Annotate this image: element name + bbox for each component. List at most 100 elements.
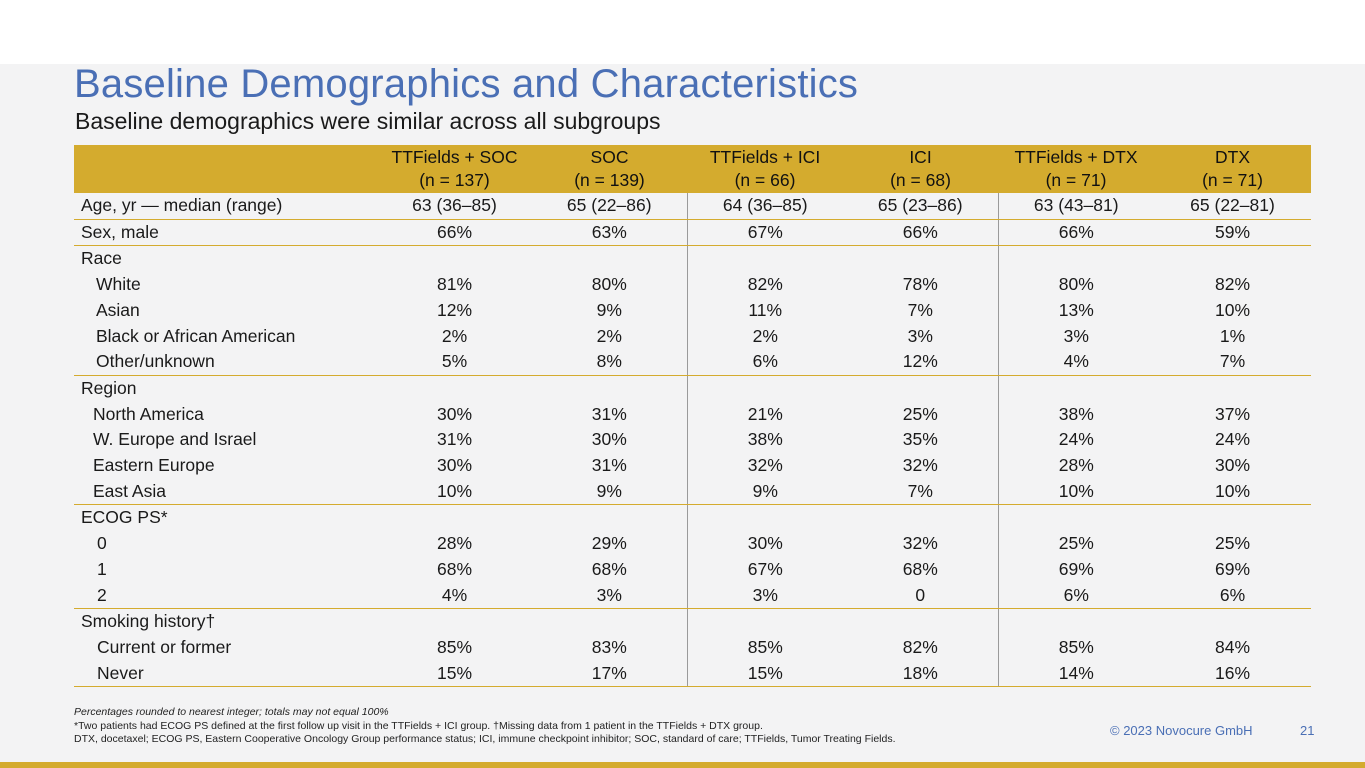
table-cell: 12%: [843, 349, 998, 376]
row-label: Asian: [96, 299, 140, 320]
table-cell: 29%: [591, 533, 627, 554]
table-cell: 3%: [907, 325, 933, 346]
table-cell: 6%: [997, 582, 1154, 610]
column-header: ICI (n = 68): [843, 145, 998, 193]
slide-subtitle: Baseline demographics were similar acros…: [75, 108, 661, 134]
footnotes: Percentages rounded to nearest integer; …: [74, 706, 896, 747]
table-cell: 8%: [532, 349, 687, 376]
table-cell: 3%: [686, 582, 843, 610]
table-row: Eastern Europe 30% 31% 32% 32% 28% 30%: [74, 453, 1311, 479]
table-cell: 3%: [997, 323, 1154, 350]
table-cell: 84%: [1214, 636, 1251, 657]
table-cell: 67%: [686, 219, 843, 247]
table-cell: 32%: [902, 455, 938, 476]
table-cell: 31%: [436, 429, 473, 450]
table-cell: 65 (22–86): [532, 193, 687, 220]
column-header: DTX (n = 71): [1154, 145, 1311, 193]
table-cell: 2%: [686, 323, 843, 350]
table-cell: 6%: [686, 349, 843, 376]
table-cell: 17%: [532, 660, 687, 688]
table-cell: 78%: [902, 274, 938, 295]
row-label: East Asia: [74, 478, 377, 506]
table-cell: 31%: [591, 403, 627, 424]
table-cell: 16%: [1154, 660, 1311, 688]
table-row: Smoking history†: [74, 608, 1311, 635]
table-cell: 80%: [997, 272, 1154, 298]
table-cell: 25%: [902, 403, 938, 424]
table-cell: 18%: [843, 660, 998, 688]
table-cell: 31%: [591, 455, 627, 476]
footnote-missing-data: *Two patients had ECOG PS defined at the…: [74, 719, 763, 732]
table-cell: 63%: [532, 219, 687, 247]
table-cell: 10%: [1154, 478, 1311, 506]
table-cell: 85%: [686, 634, 843, 661]
column-header: TTFields + DTX (n = 71): [998, 145, 1154, 193]
table-cell: 30%: [436, 403, 473, 424]
row-label: Never: [74, 660, 377, 688]
table-cell: 82%: [686, 272, 843, 298]
table-cell: 81%: [436, 274, 473, 295]
table-cell: 21%: [686, 401, 843, 428]
bottom-accent-bar: [0, 762, 1365, 768]
table-cell: 24%: [1214, 429, 1251, 450]
table-row: Black or African American 2% 2% 2% 3% 3%…: [74, 323, 1311, 350]
column-header: TTFields + SOC (n = 137): [377, 145, 532, 193]
table-cell: 13%: [997, 297, 1154, 324]
table-cell: 64 (36–85): [686, 193, 843, 220]
table-cell: 11%: [686, 297, 843, 324]
table-cell: 66%: [997, 219, 1154, 247]
copyright: © 2023 Novocure GmbH: [1110, 723, 1253, 738]
group-label: Race: [81, 248, 122, 269]
table-cell: 65 (22–81): [1154, 193, 1311, 220]
table-row: 1 68% 68% 67% 68% 69% 69%: [74, 556, 1311, 583]
page-number: 21: [1300, 723, 1315, 738]
table-row: Other/unknown 5% 8% 6% 12% 4% 7%: [74, 349, 1311, 376]
table-cell: 30%: [436, 455, 473, 476]
table-cell: 28%: [436, 533, 473, 554]
table-cell: 1%: [1219, 325, 1246, 346]
demographics-table: TTFields + SOC (n = 137) SOC (n = 139) TTF…: [74, 145, 1311, 688]
row-label: Age, yr — median (range): [74, 193, 377, 220]
table-cell: 63 (36–85): [377, 193, 532, 220]
table-cell: 37%: [1214, 403, 1251, 424]
table-row: North America 30% 31% 21% 25% 38% 37%: [74, 401, 1311, 428]
footnote-rounding: Percentages rounded to nearest integer; …: [74, 706, 389, 718]
row-label: 0: [97, 533, 107, 554]
table-cell: 83%: [591, 636, 627, 657]
table-cell: 30%: [686, 531, 843, 557]
table-cell: 25%: [1214, 533, 1251, 554]
table-row: Asian 12% 9% 11% 7% 13% 10%: [74, 297, 1311, 324]
table-cell: 2%: [441, 325, 468, 346]
table-row: W. Europe and Israel 31% 30% 38% 35% 24%…: [74, 427, 1311, 454]
row-label: North America: [93, 403, 204, 424]
table-row: Current or former 85% 83% 85% 82% 85% 84…: [74, 634, 1311, 661]
table-cell: 25%: [997, 531, 1154, 557]
group-label: Smoking history†: [81, 611, 216, 632]
column-header: TTFields + ICI (n = 66): [687, 145, 843, 193]
table-row: Age, yr — median (range) 63 (36–85) 65 (…: [74, 193, 1311, 220]
table-cell: 4%: [997, 349, 1154, 376]
table-row: 0 28% 29% 30% 32% 25% 25%: [74, 531, 1311, 557]
table-header-row: TTFields + SOC (n = 137) SOC (n = 139) TTF…: [74, 145, 1311, 193]
table-cell: 5%: [377, 349, 532, 376]
table-cell: 32%: [686, 453, 843, 479]
table-cell: 15%: [686, 660, 843, 688]
table-cell: 66%: [843, 219, 998, 247]
table-cell: 9%: [532, 478, 687, 506]
table-cell: 69%: [1214, 558, 1251, 579]
table-cell: 24%: [997, 427, 1154, 454]
table-row: Never 15% 17% 15% 18% 14% 16%: [74, 660, 1311, 688]
table-cell: 6%: [1154, 582, 1311, 610]
table-cell: 68%: [591, 558, 627, 579]
row-label: W. Europe and Israel: [93, 429, 257, 450]
table-cell: 14%: [997, 660, 1154, 688]
table-cell: 2%: [596, 325, 622, 346]
row-label: 1: [97, 558, 107, 579]
row-label: Sex, male: [74, 219, 377, 247]
column-header: SOC (n = 139): [532, 145, 687, 193]
footnote-abbreviations: DTX, docetaxel; ECOG PS, Eastern Coopera…: [74, 733, 896, 745]
row-label: Eastern Europe: [93, 455, 215, 476]
table-cell: 32%: [902, 533, 938, 554]
table-cell: 15%: [377, 660, 532, 688]
table-cell: 65 (23–86): [843, 193, 998, 220]
